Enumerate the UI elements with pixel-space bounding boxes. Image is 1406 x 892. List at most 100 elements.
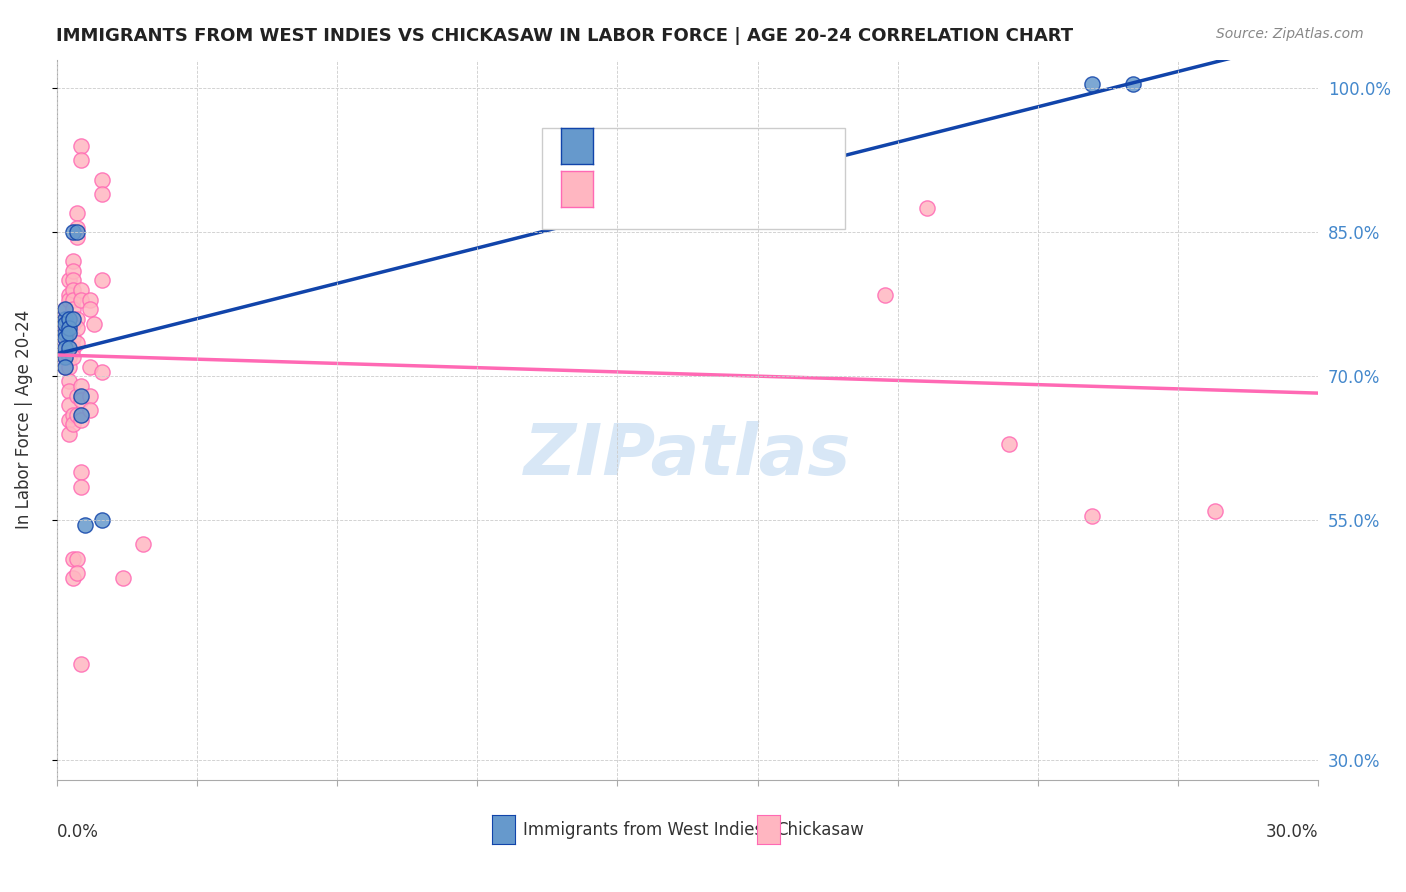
Point [53,302,76,317]
Point [58,293,80,307]
Point [792,202,814,216]
Point [58,350,80,364]
Point [58,311,80,326]
Point [53,302,76,317]
Point [66,311,89,326]
Point [70,388,93,402]
Point [53,350,76,364]
Point [53,359,76,374]
Point [66,408,89,422]
Point [62,408,84,422]
Point [62,341,84,355]
Point [58,374,80,388]
Text: ZIPatlas: ZIPatlas [524,421,851,490]
Point [70,153,93,168]
Point [1122,77,1144,91]
Point [58,326,80,341]
Point [62,571,84,585]
Text: 19: 19 [801,146,825,164]
Point [62,317,84,331]
Point [58,273,80,287]
Point [70,393,93,408]
Point [70,139,93,153]
Point [53,317,76,331]
Point [53,317,76,331]
Text: N =: N = [731,146,789,164]
Point [91,186,114,201]
Point [70,412,93,426]
Point [79,388,101,402]
Point [1080,508,1102,523]
Point [53,311,76,326]
Point [75,518,97,533]
Point [62,331,84,345]
Point [58,359,80,374]
Point [915,202,938,216]
Point [62,283,84,297]
Point [58,398,80,412]
Point [66,321,89,335]
Point [58,321,80,335]
Point [91,172,114,186]
Point [70,480,93,494]
Point [66,206,89,220]
Y-axis label: In Labor Force | Age 20-24: In Labor Force | Age 20-24 [15,310,32,529]
Point [1204,504,1226,518]
Point [58,331,80,345]
Text: R =: R = [606,189,644,207]
Point [62,350,84,364]
Point [58,426,80,441]
Point [58,384,80,398]
Text: R =: R = [606,146,644,164]
Point [62,264,84,278]
Point [91,273,114,287]
Point [70,283,93,297]
Point [62,293,84,307]
Point [66,226,89,240]
Point [66,220,89,235]
FancyBboxPatch shape [543,128,845,228]
Point [58,341,80,355]
Point [62,551,84,566]
Point [58,321,80,335]
Point [66,551,89,566]
Point [1080,77,1102,91]
Text: 0.123: 0.123 [675,189,731,207]
Point [53,341,76,355]
Text: 0.0%: 0.0% [56,822,98,840]
Point [58,341,80,355]
Point [53,326,76,341]
Point [875,287,897,301]
Point [66,230,89,244]
Point [62,417,84,432]
Point [62,302,84,317]
Point [58,311,80,326]
Text: IMMIGRANTS FROM WEST INDIES VS CHICKASAW IN LABOR FORCE | AGE 20-24 CORRELATION : IMMIGRANTS FROM WEST INDIES VS CHICKASAW… [56,27,1073,45]
Text: Source: ZipAtlas.com: Source: ZipAtlas.com [1216,27,1364,41]
Point [53,311,76,326]
Point [53,350,76,364]
Point [62,273,84,287]
Point [66,388,89,402]
Text: 0.720: 0.720 [675,146,731,164]
Point [62,254,84,268]
Point [70,466,93,480]
Text: Chickasaw: Chickasaw [776,821,863,838]
Point [53,331,76,345]
Point [66,335,89,350]
Point [132,537,155,551]
Point [58,412,80,426]
Point [70,379,93,393]
Point [53,341,76,355]
Point [91,513,114,527]
Point [66,566,89,581]
Point [79,293,101,307]
Text: 73: 73 [801,189,825,207]
Point [53,326,76,341]
Text: N =: N = [731,189,789,207]
Text: 30.0%: 30.0% [1265,822,1319,840]
Point [91,365,114,379]
Point [79,302,101,317]
Point [83,317,105,331]
Point [998,436,1021,450]
